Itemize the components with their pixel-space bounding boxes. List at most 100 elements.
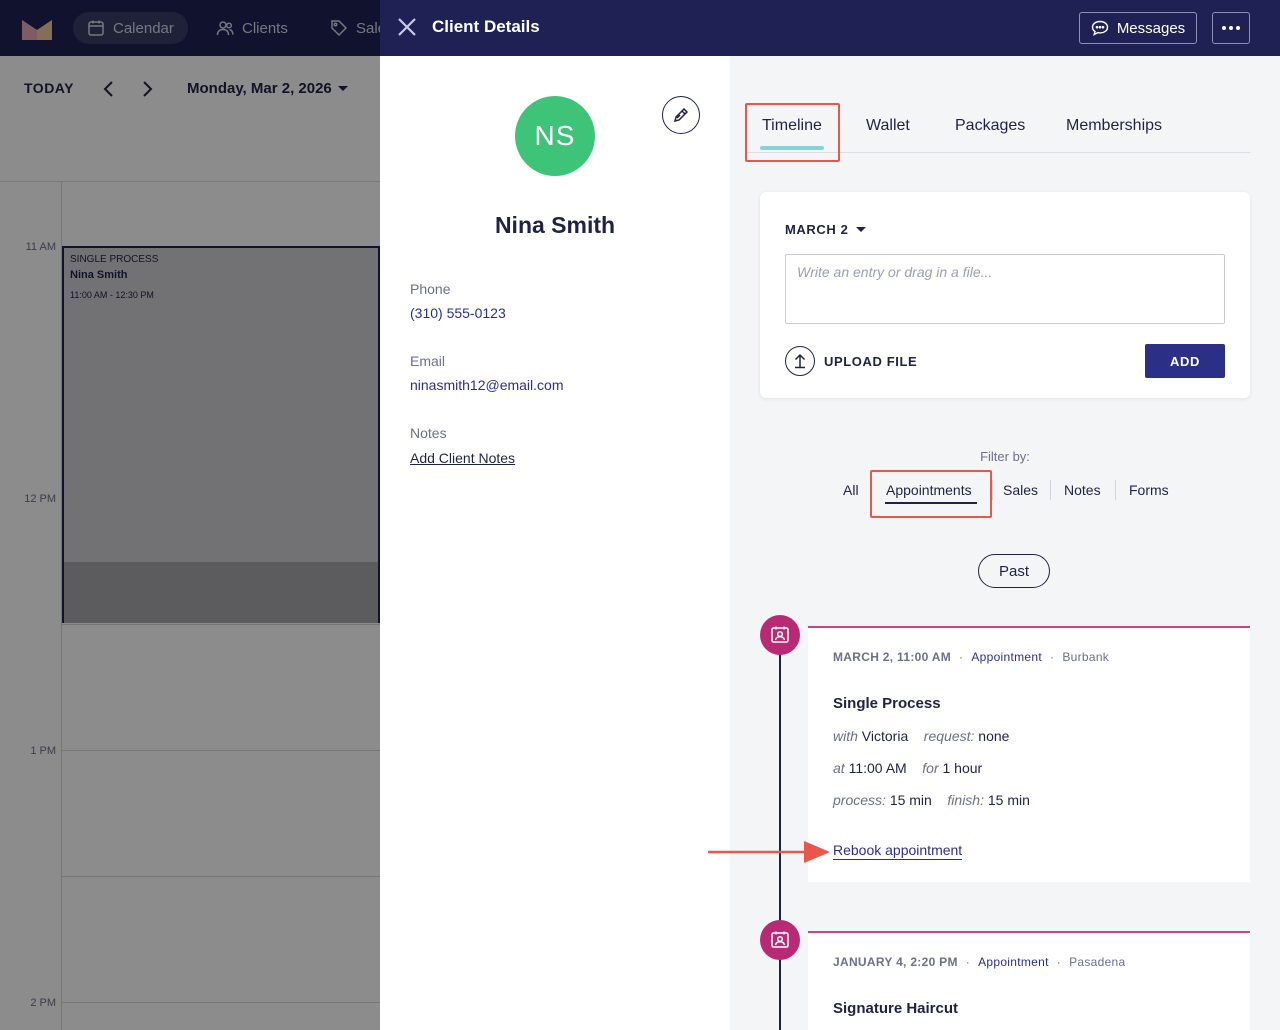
meta-separator: · (959, 650, 964, 664)
appointment-kind: SINGLE PROCESS (70, 254, 159, 265)
appointment-meta: MARCH 2, 11:00 AM · Appointment · Burban… (833, 650, 1109, 664)
filter-notes[interactable]: Notes (1064, 482, 1101, 498)
appointment-location: Burbank (1062, 650, 1110, 664)
add-entry-button[interactable]: ADD (1145, 344, 1225, 378)
hour-divider (62, 624, 380, 625)
upload-file-label: UPLOAD FILE (824, 353, 918, 369)
tag-icon (331, 20, 348, 37)
date-picker[interactable]: Monday, Mar 2, 2026 (187, 80, 348, 97)
users-icon (216, 21, 234, 36)
avatar: NS (515, 96, 595, 176)
upload-file-button[interactable]: UPLOAD FILE (785, 346, 917, 376)
appointment-type: Appointment (971, 650, 1043, 664)
edit-client-button[interactable] (662, 96, 700, 134)
phone-value[interactable]: (310) 555-0123 (410, 305, 506, 321)
email-value[interactable]: ninasmith12@email.com (410, 377, 564, 393)
filter-sales[interactable]: Sales (1003, 482, 1039, 498)
email-label: Email (410, 353, 446, 369)
date-picker-label: Monday, Mar 2, 2026 (187, 80, 332, 97)
appointment-meta: JANUARY 4, 2:20 PM · Appointment · Pasad… (833, 955, 1126, 969)
tab-bar: Timeline Wallet Packages Memberships (746, 103, 1250, 153)
pencil-icon (673, 107, 689, 123)
appointment-client: Nina Smith (70, 269, 128, 281)
tab-packages[interactable]: Packages (955, 117, 1026, 134)
filter-forms[interactable]: Forms (1129, 482, 1169, 498)
tab-memberships[interactable]: Memberships (1066, 117, 1163, 134)
nav-calendar[interactable]: Calendar (73, 12, 188, 44)
nav-sales-label: Sale (356, 19, 387, 37)
timeline-appointment-card[interactable]: JANUARY 4, 2:20 PM · Appointment · Pasad… (808, 931, 1250, 1030)
chevron-right-icon[interactable] (137, 78, 157, 100)
time-label: 1 PM (30, 745, 56, 757)
filter-all[interactable]: All (843, 482, 859, 498)
appointment-dot-icon (760, 920, 800, 960)
dot-icon (1236, 26, 1240, 30)
meta-separator: · (1056, 955, 1062, 969)
chevron-left-icon[interactable] (99, 78, 119, 100)
arrow-right-icon (708, 841, 830, 863)
highlight-box (745, 103, 840, 162)
appointment-service: Signature Haircut (833, 1000, 959, 1017)
duration: 1 hour (942, 760, 983, 776)
for-label: for (922, 760, 939, 776)
filter-divider (1050, 480, 1051, 500)
time-label: 2 PM (30, 997, 56, 1009)
calendar-header: TODAY Monday, Mar 2, 2026 (0, 56, 380, 182)
highlight-box (870, 470, 992, 518)
appointment-type: Appointment (978, 955, 1049, 969)
caret-down-icon (337, 86, 348, 91)
filter-divider (1115, 480, 1116, 500)
drawer-title: Client Details (432, 17, 540, 36)
nav-calendar-label: Calendar (113, 19, 174, 37)
notes-label: Notes (410, 425, 447, 441)
tab-timeline[interactable]: Timeline (762, 117, 822, 134)
dot-icon (1229, 26, 1233, 30)
add-client-notes-link[interactable]: Add Client Notes (410, 450, 516, 466)
past-toggle-button[interactable]: Past (978, 554, 1050, 588)
appointment-time: 11:00 AM - 12:30 PM (70, 290, 154, 300)
modal-overlay[interactable] (0, 0, 380, 1030)
filter-by-label: Filter by: (980, 449, 1030, 464)
meta-separator: · (1050, 650, 1055, 664)
filter-appointments[interactable]: Appointments (886, 482, 972, 498)
appointment-time-row: at 11:00 AM for 1 hour (833, 760, 982, 776)
with-label: with (833, 728, 858, 744)
active-filter-indicator (885, 502, 977, 504)
meta-separator: · (965, 955, 971, 969)
appointment-dot-icon (760, 615, 800, 655)
process-label: process: (833, 792, 886, 808)
time-column: 11 AM 12 PM 1 PM 2 PM (0, 182, 62, 1030)
nav-clients[interactable]: Clients (202, 12, 302, 44)
timeline-line (779, 636, 781, 1030)
calendar-icon (88, 20, 104, 36)
finish-label: finish: (947, 792, 984, 808)
tab-wallet[interactable]: Wallet (866, 117, 910, 134)
messages-button[interactable]: Messages (1079, 12, 1197, 44)
close-icon[interactable] (396, 16, 418, 38)
drawer-header: Client Details Messages (380, 0, 1280, 56)
entry-textarea[interactable]: Write an entry or drag in a file... (785, 254, 1225, 324)
caret-down-icon (856, 227, 867, 232)
request-label: request: (923, 728, 975, 744)
entry-date-label: MARCH 2 (785, 222, 849, 237)
rebook-appointment-link[interactable]: Rebook appointment (833, 842, 963, 860)
timeline-appointment-card[interactable]: MARCH 2, 11:00 AM · Appointment · Burban… (808, 626, 1250, 882)
request-value: none (978, 728, 1010, 744)
entry-date-select[interactable]: MARCH 2 (785, 222, 867, 237)
client-profile-panel: NS Nina Smith Phone (310) 555-0123 Email… (380, 56, 730, 1030)
filter-divider (992, 480, 993, 500)
nav-sales[interactable]: Sale (316, 12, 400, 44)
more-options-button[interactable] (1212, 12, 1250, 44)
appointment-process-row: process: 15 min finish: 15 min (833, 792, 1030, 808)
client-name: Nina Smith (494, 212, 616, 238)
hour-divider (62, 750, 380, 751)
today-button[interactable]: TODAY (24, 80, 74, 96)
calendar-appointment[interactable]: SINGLE PROCESS Nina Smith 11:00 AM - 12:… (62, 246, 380, 623)
appointment-datetime: MARCH 2, 11:00 AM (833, 650, 952, 664)
appointment-finish-segment (64, 562, 378, 623)
staff-name: Victoria (861, 728, 909, 744)
time-label: 11 AM (25, 241, 56, 253)
app-logo-icon[interactable] (22, 16, 52, 40)
hour-divider (62, 876, 380, 877)
messages-label: Messages (1116, 19, 1186, 37)
